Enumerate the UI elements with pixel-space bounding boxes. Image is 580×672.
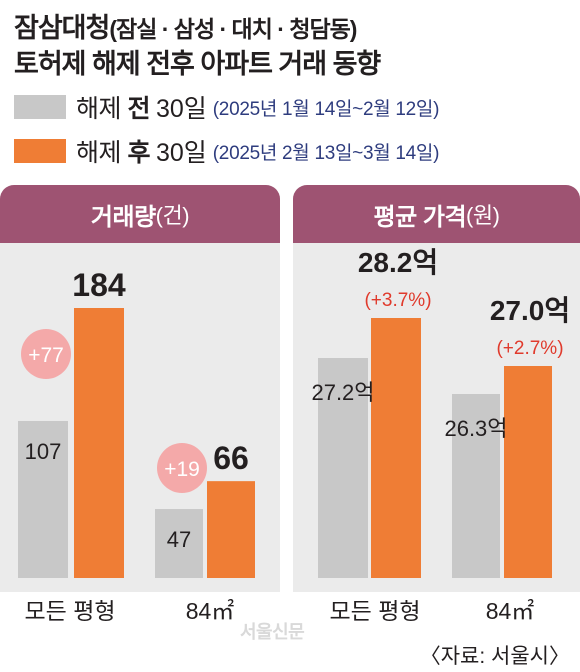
bar-before-price-0 [318,358,368,578]
legend-before-range: (2025년 1월 14일~2월 12일) [212,98,440,120]
value-label-before-price-0: 27.2억 [311,380,374,405]
legend-before-label: 해제 전 [76,95,150,123]
bar-after-volume-0 [74,308,124,578]
value-label-before-price-1: 26.3억 [444,416,507,441]
category-label-84-price: 84㎡ [485,598,535,624]
chart-title-line2: 토허제 해제 전후 아파트 거래 동향 [14,49,381,79]
chart-title-line1: 잠삼대청(잠실 · 삼성 · 대치 · 청담동) [14,6,357,45]
bar-before-volume-0 [18,420,68,578]
value-label-after-price-0: 28.2억 [358,247,438,278]
value-label-before-volume-0: 107 [25,439,62,464]
diff-label-volume-0: +77 [28,344,64,367]
legend-after-label: 해제 후 [76,139,150,167]
bar-after-volume-1 [207,481,255,578]
diff-label-volume-1: +19 [164,458,200,481]
legend-before-days: 30일 [155,95,207,123]
legend-after-swatch [14,139,66,163]
bar-after-price-1 [504,366,552,578]
panel-price-header: 평균 가격 (원) [293,185,580,243]
legend-after: 해제 후 30일 (2025년 2월 13일~3월 14일) [14,134,439,168]
pct-label-price-1: (+2.7%) [496,338,563,359]
title-main: 잠삼대청 [14,13,110,43]
diff-circle-volume-0 [21,329,71,379]
category-label-all-volume: 모든 평형 [24,598,116,624]
legend-before: 해제 전 30일 (2025년 1월 14일~2월 12일) [14,90,439,124]
bar-before-price-1 [452,394,500,578]
category-label-all-price: 모든 평형 [329,598,421,624]
legend-before-swatch [14,95,66,119]
value-label-after-volume-0: 184 [72,267,126,303]
value-label-before-volume-1: 47 [167,527,191,552]
bar-after-price-0 [371,318,421,578]
legend-after-range: (2025년 2월 13일~3월 14일) [212,142,440,164]
bar-before-volume-1 [155,509,203,578]
watermark: 서울신문 [240,622,305,642]
value-label-after-volume-1: 66 [213,440,249,476]
title-paren: (잠실 · 삼성 · 대치 · 청담동) [109,16,357,42]
category-label-84-volume: 84㎡ [185,598,235,624]
pct-label-price-0: (+3.7%) [364,290,431,311]
source-note: 〈자료: 서울시〉 [419,645,570,668]
panel-volume-header: 거래량 (건) [0,185,280,243]
diff-circle-volume-1 [157,443,207,493]
legend-after-days: 30일 [155,139,207,167]
value-label-after-price-1: 27.0억 [490,295,570,326]
